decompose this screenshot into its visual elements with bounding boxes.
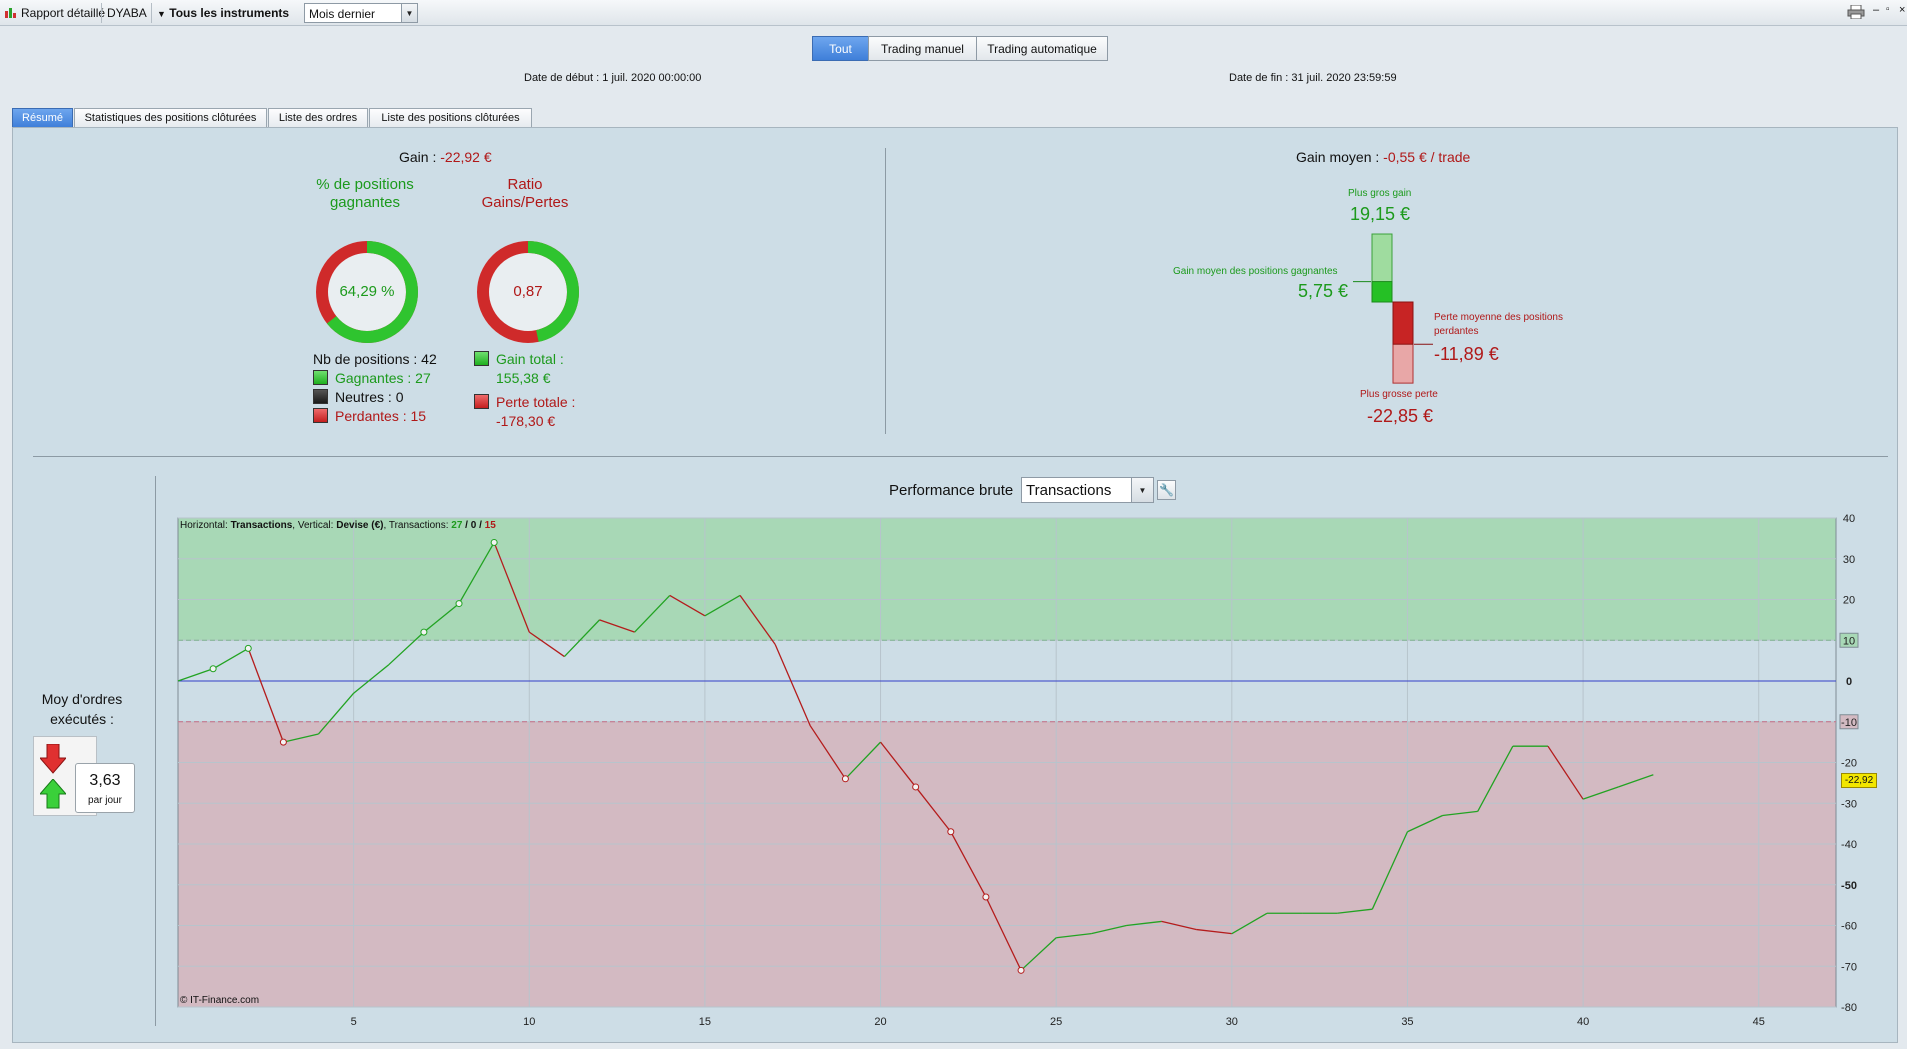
ratio-donut xyxy=(477,241,579,343)
chevron-down-icon: ▼ xyxy=(401,4,417,22)
horizontal-divider xyxy=(33,456,1888,457)
avg-loss-value: -11,89 € xyxy=(1434,344,1499,364)
segment-auto[interactable]: Trading automatique xyxy=(976,36,1108,61)
ratio-title: Ratio Gains/Pertes xyxy=(481,176,569,211)
avg-gain-bar xyxy=(1371,281,1393,303)
avg-loss-label-2: perdantes xyxy=(1434,326,1479,337)
neutral-legend-swatch xyxy=(313,389,328,404)
gain-total-value: 155,38 € xyxy=(496,370,551,386)
print-icon[interactable] xyxy=(1847,4,1865,22)
orders-unit: par jour xyxy=(88,795,122,806)
max-gain-value: 19,15 € xyxy=(1350,204,1411,224)
account-label[interactable]: DYABA xyxy=(107,6,147,20)
max-loss-value: -22,85 € xyxy=(1367,406,1434,426)
max-loss-label: Plus grosse perte xyxy=(1360,389,1438,400)
pct-winning-title: % de positions gagnantes xyxy=(316,176,414,211)
pct-winning-value: 64,29 % xyxy=(339,283,395,300)
gain-total-label: Gain total : xyxy=(496,351,564,367)
ratio-value: 0,87 xyxy=(513,283,543,300)
chart-left-divider xyxy=(155,476,156,1026)
summary-panel xyxy=(12,127,1898,1043)
max-gain-label: Plus gros gain xyxy=(1348,188,1412,199)
segment-manual[interactable]: Trading manuel xyxy=(868,36,977,61)
instruments-dropdown[interactable]: ▼ Tous les instruments xyxy=(157,6,289,20)
gain-title: Gain : -22,92 € xyxy=(399,149,492,165)
perf-select[interactable]: Transactions ▼ xyxy=(1021,477,1154,503)
loss-total-value: -178,30 € xyxy=(496,413,556,429)
positions-count: Nb de positions : 42 xyxy=(313,351,437,367)
wrench-icon[interactable]: 🔧 xyxy=(1157,480,1176,500)
perf-title: Performance brute xyxy=(889,482,1014,499)
losing-count: Perdantes : 15 xyxy=(335,408,427,424)
arrow-down-icon xyxy=(40,744,66,774)
orders-title-2: exécutés : xyxy=(50,711,114,727)
vertical-divider xyxy=(885,148,886,434)
orders-value-box xyxy=(75,763,135,813)
loss-total-label: Perte totale : xyxy=(496,394,576,410)
tab-closed-stats[interactable]: Statistiques des positions clôturées xyxy=(74,108,267,127)
chart-copyright: © IT-Finance.com xyxy=(180,995,260,1006)
pct-winning-donut xyxy=(316,241,418,343)
avg-loss-label-1: Perte moyenne des positions xyxy=(1434,312,1563,323)
end-date: Date de fin : 31 juil. 2020 23:59:59 xyxy=(1229,72,1397,84)
chevron-down-icon: ▼ xyxy=(1131,478,1153,502)
avg-gain-value: 5,75 € xyxy=(1298,281,1349,301)
last-value-badge: -22,92 xyxy=(1841,773,1877,788)
loss-total-swatch xyxy=(474,394,489,409)
arrow-up-icon xyxy=(40,779,66,809)
winning-count: Gagnantes : 27 xyxy=(335,370,431,386)
tab-orders[interactable]: Liste des ordres xyxy=(268,108,368,127)
tab-summary[interactable]: Résumé xyxy=(12,108,73,127)
chart-legend: Horizontal: Transactions, Vertical: Devi… xyxy=(180,520,496,531)
losing-legend-swatch xyxy=(313,408,328,423)
segment-all[interactable]: Tout xyxy=(812,36,869,61)
tab-closed-positions[interactable]: Liste des positions clôturées xyxy=(369,108,532,127)
report-icon xyxy=(4,5,18,22)
caret-down-icon: ▼ xyxy=(157,9,166,19)
avg-gain-title: Gain moyen : -0,55 € / trade xyxy=(1296,149,1471,165)
gain-total-swatch xyxy=(474,351,489,366)
instruments-label: Tous les instruments xyxy=(169,6,290,20)
report-title: Rapport détaillé xyxy=(21,6,106,20)
start-date: Date de début : 1 juil. 2020 00:00:00 xyxy=(524,72,702,84)
close-icon[interactable]: × xyxy=(1899,4,1906,16)
perf-select-value: Transactions xyxy=(1026,482,1112,499)
neutral-count: Neutres : 0 xyxy=(335,389,404,405)
period-select[interactable]: Mois dernier ▼ xyxy=(304,3,418,23)
gain-loss-bars xyxy=(1353,233,1433,384)
title-bar: Rapport détaillé DYABA ▼ Tous les instru… xyxy=(0,0,1907,26)
avg-gain-label: Gain moyen des positions gagnantes xyxy=(1173,266,1338,277)
orders-value: 3,63 xyxy=(89,772,121,789)
minimize-icon[interactable]: – xyxy=(1873,4,1880,16)
avg-loss-bar xyxy=(1392,301,1414,345)
orders-title-1: Moy d'ordres xyxy=(41,691,123,707)
winning-legend-swatch xyxy=(313,370,328,385)
period-value: Mois dernier xyxy=(309,7,376,21)
restore-icon[interactable]: ▫ xyxy=(1886,4,1890,15)
